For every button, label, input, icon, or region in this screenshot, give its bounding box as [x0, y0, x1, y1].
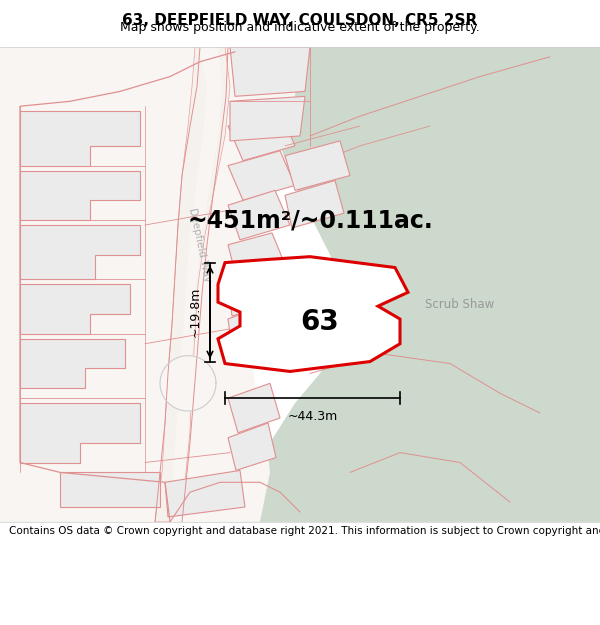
Polygon shape: [20, 225, 140, 279]
Polygon shape: [20, 111, 140, 166]
Text: 63, DEEPFIELD WAY, COULSDON, CR5 2SR: 63, DEEPFIELD WAY, COULSDON, CR5 2SR: [122, 13, 478, 28]
Polygon shape: [20, 284, 130, 334]
Text: 63: 63: [301, 308, 340, 336]
Polygon shape: [285, 181, 344, 228]
Polygon shape: [240, 47, 600, 522]
Polygon shape: [230, 47, 310, 96]
Polygon shape: [228, 111, 295, 161]
Polygon shape: [0, 47, 300, 522]
Polygon shape: [228, 191, 290, 240]
Polygon shape: [218, 257, 408, 371]
Polygon shape: [228, 272, 280, 316]
Polygon shape: [228, 307, 270, 349]
Polygon shape: [155, 47, 230, 522]
Polygon shape: [228, 233, 285, 279]
Polygon shape: [160, 356, 216, 411]
Polygon shape: [0, 423, 80, 522]
Text: Deepfield Way: Deepfield Way: [187, 207, 213, 282]
Polygon shape: [228, 383, 280, 432]
Polygon shape: [20, 339, 125, 388]
Polygon shape: [228, 423, 276, 471]
Polygon shape: [20, 171, 140, 220]
Text: Map shows position and indicative extent of the property.: Map shows position and indicative extent…: [120, 21, 480, 34]
Text: ~19.8m: ~19.8m: [189, 287, 202, 338]
Polygon shape: [60, 472, 160, 507]
Polygon shape: [170, 47, 222, 522]
Polygon shape: [20, 403, 140, 462]
Polygon shape: [285, 141, 350, 191]
Polygon shape: [230, 96, 305, 141]
Text: ~451m²/~0.111ac.: ~451m²/~0.111ac.: [187, 208, 433, 232]
Polygon shape: [0, 47, 40, 126]
Polygon shape: [228, 151, 295, 200]
Polygon shape: [165, 471, 245, 517]
Text: Contains OS data © Crown copyright and database right 2021. This information is : Contains OS data © Crown copyright and d…: [9, 526, 600, 536]
Text: Scrub Shaw: Scrub Shaw: [425, 298, 494, 311]
Text: ~44.3m: ~44.3m: [287, 410, 338, 423]
